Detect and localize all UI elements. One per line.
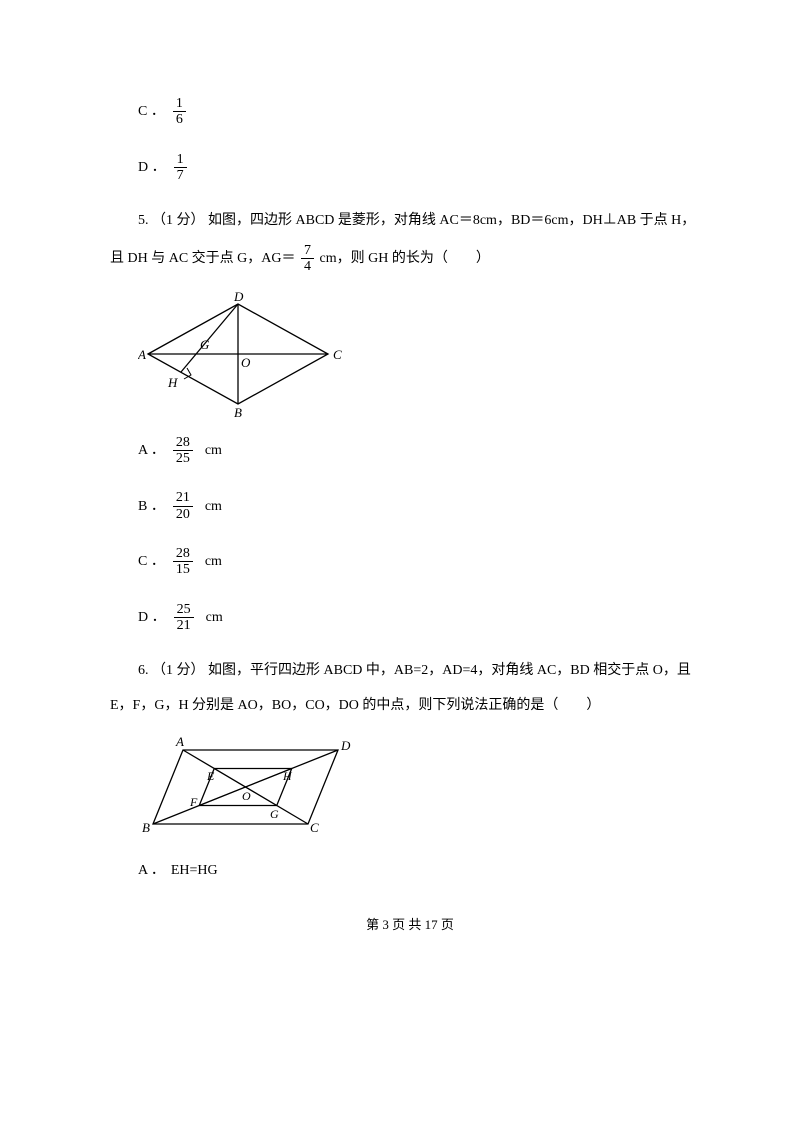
option-label: A ． [138,858,165,883]
q5-text2b: cm，则 GH 的长为（ ） [320,251,490,266]
q5-stem-line1: 5. （1 分） 如图，四边形 ABCD 是菱形，对角线 AC＝8cm，BD＝6… [138,208,710,233]
numerator: 1 [173,96,186,112]
denominator: 4 [301,259,314,274]
label-G: G [270,807,279,821]
q6-number: 6. [138,663,149,678]
numerator: 1 [174,152,187,168]
page-number: 第 3 页 共 17 页 [366,917,454,932]
label-E: E [206,769,215,783]
denominator: 7 [174,168,187,183]
fraction: 1 6 [173,96,186,128]
label-O: O [242,789,251,803]
denominator: 21 [174,618,194,633]
q5-text2a: 且 DH 与 AC 交于点 G，AG＝ [110,251,299,266]
option-label: D ． [138,155,166,180]
denominator: 25 [173,451,193,466]
numerator: 25 [174,602,194,618]
prev-option-c: C ． 1 6 [138,96,710,128]
label-B: B [142,820,150,835]
option-label: A ． [138,438,165,463]
denominator: 20 [173,507,193,522]
option-label: C ． [138,549,165,574]
option-label: B ． [138,494,165,519]
label-B: B [234,405,242,419]
q5-points: （1 分） [152,213,205,228]
page: C ． 1 6 D ． 1 7 5. （1 分） 如图，四边形 ABCD 是菱形… [0,0,800,977]
label-H: H [282,769,293,783]
label-A: A [175,734,184,749]
unit: cm [205,549,222,574]
denominator: 15 [173,562,193,577]
parallelogram-diagram-icon: A D B C E F G H O [138,732,358,842]
numerator: 28 [173,435,193,451]
q6-stem-line1: 6. （1 分） 如图，平行四边形 ABCD 中，AB=2，AD=4，对角线 A… [138,658,710,683]
label-F: F [189,795,198,809]
q6-points: （1 分） [152,663,205,678]
q6-option-a: A ． EH=HG [138,858,710,883]
q5-text1: 如图，四边形 ABCD 是菱形，对角线 AC＝8cm，BD＝6cm，DH⊥AB … [208,213,695,228]
fraction: 7 4 [301,243,314,275]
fraction: 28 25 [173,435,193,467]
label-G: G [200,337,210,352]
page-footer: 第 3 页 共 17 页 [110,913,710,936]
q6-figure: A D B C E F G H O [138,732,710,842]
label-A: A [138,347,146,362]
q5-option-d: D ． 25 21 cm [138,602,710,634]
fraction: 1 7 [174,152,187,184]
option-label: C ． [138,99,165,124]
option-text: EH=HG [171,858,218,883]
fraction: 25 21 [174,602,194,634]
fraction: 28 15 [173,546,193,578]
q5-number: 5. [138,213,149,228]
q6-stem-line2: E，F，G，H 分别是 AO，BO，CO，DO 的中点，则下列说法正确的是（ ） [110,693,710,718]
unit: cm [205,438,222,463]
fraction: 21 20 [173,490,193,522]
label-C: C [333,347,342,362]
rhombus-diagram-icon: A C D B O G H [138,289,348,419]
q5-figure: A C D B O G H [138,289,710,419]
numerator: 21 [173,490,193,506]
label-H: H [167,375,178,390]
label-D: D [233,289,244,304]
label-O: O [241,355,251,370]
q5-option-b: B ． 21 20 cm [138,490,710,522]
numerator: 28 [173,546,193,562]
unit: cm [205,494,222,519]
q6-text2: E，F，G，H 分别是 AO，BO，CO，DO 的中点，则下列说法正确的是（ ） [110,698,600,713]
q6-text1: 如图，平行四边形 ABCD 中，AB=2，AD=4，对角线 AC，BD 相交于点… [208,663,691,678]
prev-option-d: D ． 1 7 [138,152,710,184]
option-label: D ． [138,605,166,630]
q5-stem-line2: 且 DH 与 AC 交于点 G，AG＝ 7 4 cm，则 GH 的长为（ ） [110,243,710,275]
numerator: 7 [301,243,314,259]
q5-option-a: A ． 28 25 cm [138,435,710,467]
unit: cm [206,605,223,630]
label-C: C [310,820,319,835]
q5-option-c: C ． 28 15 cm [138,546,710,578]
denominator: 6 [173,112,186,127]
label-D: D [340,738,351,753]
